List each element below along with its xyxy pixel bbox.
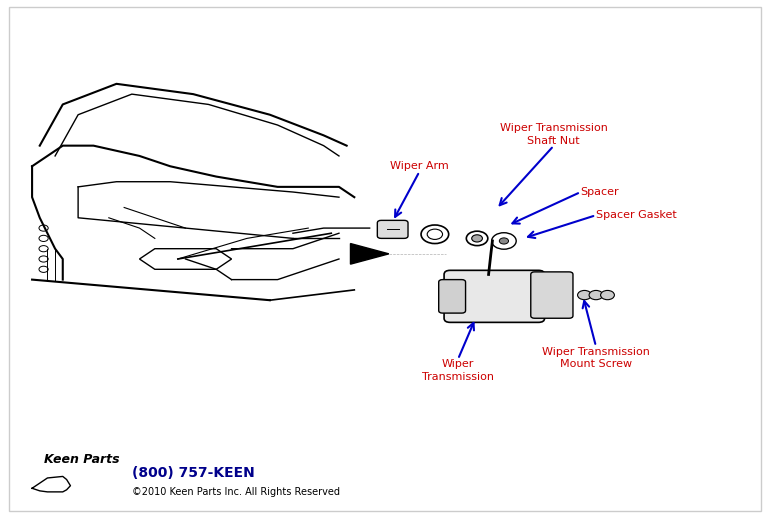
Text: Wiper Arm: Wiper Arm bbox=[390, 162, 449, 171]
Circle shape bbox=[491, 233, 516, 249]
FancyBboxPatch shape bbox=[531, 272, 573, 318]
Text: Wiper
Transmission: Wiper Transmission bbox=[422, 359, 494, 382]
FancyBboxPatch shape bbox=[439, 280, 466, 313]
Circle shape bbox=[589, 291, 603, 300]
Text: Spacer: Spacer bbox=[581, 187, 619, 197]
Text: Spacer Gasket: Spacer Gasket bbox=[596, 210, 677, 220]
Circle shape bbox=[421, 225, 449, 243]
Text: ©2010 Keen Parts Inc. All Rights Reserved: ©2010 Keen Parts Inc. All Rights Reserve… bbox=[132, 487, 340, 497]
Text: (800) 757-KEEN: (800) 757-KEEN bbox=[132, 466, 255, 480]
Circle shape bbox=[601, 291, 614, 300]
FancyBboxPatch shape bbox=[377, 220, 408, 238]
FancyBboxPatch shape bbox=[444, 270, 544, 322]
Circle shape bbox=[472, 235, 483, 242]
Circle shape bbox=[578, 291, 591, 300]
Text: Wiper Transmission
Mount Screw: Wiper Transmission Mount Screw bbox=[542, 347, 650, 369]
Circle shape bbox=[499, 238, 508, 244]
Text: Wiper Transmission
Shaft Nut: Wiper Transmission Shaft Nut bbox=[500, 123, 608, 146]
Text: Keen Parts: Keen Parts bbox=[44, 453, 119, 466]
Polygon shape bbox=[350, 243, 389, 264]
Circle shape bbox=[467, 231, 488, 246]
